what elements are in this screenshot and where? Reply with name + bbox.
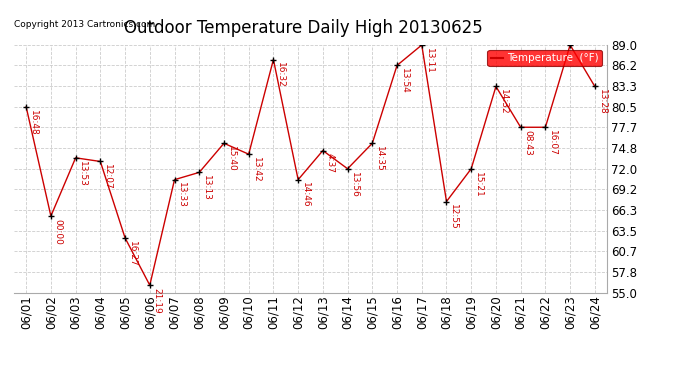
Text: Copyright 2013 Cartronics.com: Copyright 2013 Cartronics.com	[14, 20, 155, 29]
Text: 13:53: 13:53	[79, 160, 88, 186]
Text: 16:27: 16:27	[128, 241, 137, 266]
Text: 12:55: 12:55	[449, 204, 458, 230]
Text: 4:37: 4:37	[326, 153, 335, 173]
Text: Outdoor Temperature Daily High 20130625: Outdoor Temperature Daily High 20130625	[124, 19, 483, 37]
Text: 13:42: 13:42	[251, 157, 260, 183]
Text: 13:11: 13:11	[424, 48, 433, 74]
Text: 15:40: 15:40	[227, 146, 236, 172]
Text: 16:07: 16:07	[548, 130, 557, 156]
Text: 13:56: 13:56	[351, 171, 359, 197]
Text: 00:00: 00:00	[54, 219, 63, 245]
Text: 08:43: 08:43	[524, 130, 533, 156]
Text: 16:32: 16:32	[276, 62, 285, 88]
Text: 13:33: 13:33	[177, 183, 186, 209]
Text: 13:13: 13:13	[202, 175, 211, 201]
Text: 12:07: 12:07	[103, 164, 112, 190]
Text: 14:35: 14:35	[375, 146, 384, 172]
Text: 16:48: 16:48	[29, 110, 38, 135]
Text: 14:32: 14:32	[499, 89, 508, 115]
Legend: Temperature  (°F): Temperature (°F)	[487, 50, 602, 66]
Text: 21:19: 21:19	[152, 288, 161, 314]
Text: 14:46: 14:46	[301, 183, 310, 208]
Text: 13:54: 13:54	[400, 68, 408, 94]
Text: 13:28: 13:28	[598, 89, 607, 115]
Text: 15:21: 15:21	[474, 171, 483, 197]
